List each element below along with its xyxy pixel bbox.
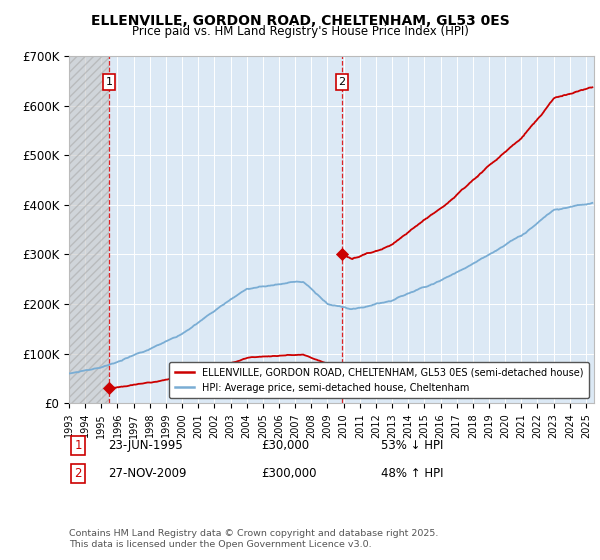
Text: ELLENVILLE, GORDON ROAD, CHELTENHAM, GL53 0ES: ELLENVILLE, GORDON ROAD, CHELTENHAM, GL5…	[91, 14, 509, 28]
Text: £300,000: £300,000	[261, 466, 317, 480]
Text: 1: 1	[74, 438, 82, 452]
Text: 27-NOV-2009: 27-NOV-2009	[108, 466, 187, 480]
Legend: ELLENVILLE, GORDON ROAD, CHELTENHAM, GL53 0ES (semi-detached house), HPI: Averag: ELLENVILLE, GORDON ROAD, CHELTENHAM, GL5…	[169, 362, 589, 398]
Text: 53% ↓ HPI: 53% ↓ HPI	[381, 438, 443, 452]
Bar	[69, 56, 109, 403]
Text: 2: 2	[338, 77, 346, 87]
Text: Contains HM Land Registry data © Crown copyright and database right 2025.
This d: Contains HM Land Registry data © Crown c…	[69, 529, 439, 549]
Text: 48% ↑ HPI: 48% ↑ HPI	[381, 466, 443, 480]
Text: 23-JUN-1995: 23-JUN-1995	[108, 438, 183, 452]
Point	[104, 384, 113, 393]
Point	[337, 250, 347, 259]
Text: 1: 1	[106, 77, 112, 87]
Text: £30,000: £30,000	[261, 438, 309, 452]
Text: Price paid vs. HM Land Registry's House Price Index (HPI): Price paid vs. HM Land Registry's House …	[131, 25, 469, 38]
Text: 2: 2	[74, 466, 82, 480]
